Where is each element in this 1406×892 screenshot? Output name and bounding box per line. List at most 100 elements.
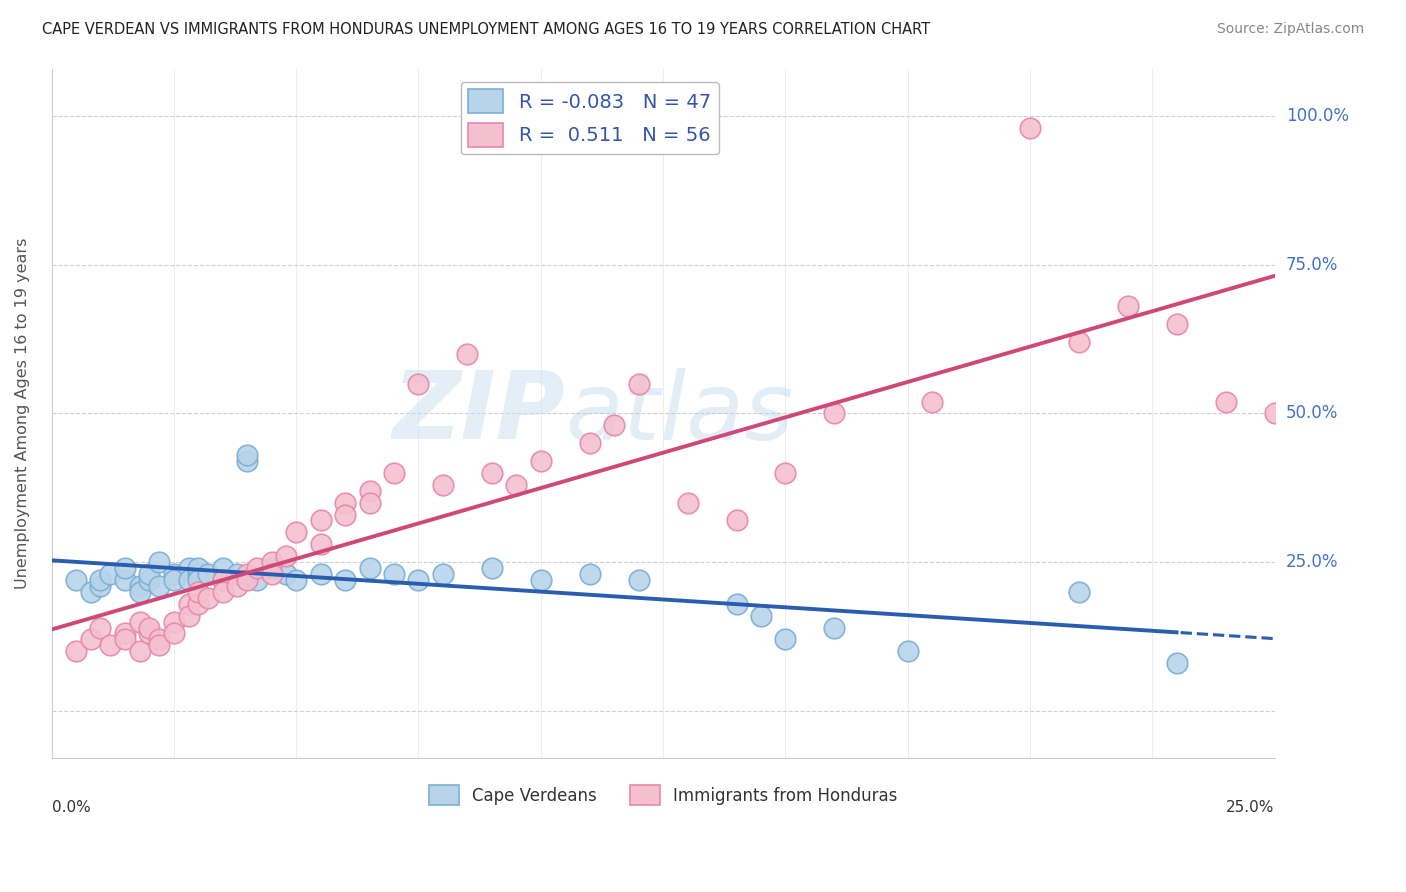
Point bbox=[187, 561, 209, 575]
Point bbox=[481, 561, 503, 575]
Point bbox=[578, 566, 600, 581]
Point bbox=[163, 573, 186, 587]
Point bbox=[1067, 334, 1090, 349]
Point bbox=[627, 376, 650, 391]
Point bbox=[359, 495, 381, 509]
Text: 75.0%: 75.0% bbox=[1286, 256, 1339, 274]
Point bbox=[725, 513, 748, 527]
Point bbox=[226, 566, 249, 581]
Point bbox=[148, 632, 170, 647]
Point bbox=[603, 418, 626, 433]
Point bbox=[627, 573, 650, 587]
Point bbox=[432, 566, 454, 581]
Point bbox=[163, 615, 186, 629]
Point bbox=[309, 566, 332, 581]
Point bbox=[823, 620, 845, 634]
Point bbox=[505, 477, 527, 491]
Point bbox=[138, 620, 160, 634]
Point bbox=[333, 573, 356, 587]
Text: Source: ZipAtlas.com: Source: ZipAtlas.com bbox=[1216, 22, 1364, 37]
Point bbox=[1116, 299, 1139, 313]
Point bbox=[333, 508, 356, 522]
Point bbox=[246, 561, 269, 575]
Point bbox=[823, 406, 845, 420]
Point bbox=[79, 584, 101, 599]
Point bbox=[177, 597, 200, 611]
Point bbox=[89, 579, 111, 593]
Point bbox=[1166, 656, 1188, 670]
Text: 50.0%: 50.0% bbox=[1286, 404, 1339, 423]
Point bbox=[187, 573, 209, 587]
Text: CAPE VERDEAN VS IMMIGRANTS FROM HONDURAS UNEMPLOYMENT AMONG AGES 16 TO 19 YEARS : CAPE VERDEAN VS IMMIGRANTS FROM HONDURAS… bbox=[42, 22, 931, 37]
Point bbox=[138, 573, 160, 587]
Point bbox=[481, 466, 503, 480]
Point bbox=[114, 561, 136, 575]
Point bbox=[260, 566, 283, 581]
Point bbox=[530, 454, 553, 468]
Point bbox=[128, 644, 150, 658]
Point bbox=[114, 573, 136, 587]
Point bbox=[128, 615, 150, 629]
Legend: Cape Verdeans, Immigrants from Honduras: Cape Verdeans, Immigrants from Honduras bbox=[422, 779, 904, 812]
Text: 0.0%: 0.0% bbox=[52, 800, 90, 814]
Point bbox=[775, 466, 797, 480]
Point bbox=[1067, 584, 1090, 599]
Text: ZIP: ZIP bbox=[392, 368, 565, 459]
Point bbox=[163, 626, 186, 640]
Point bbox=[211, 561, 233, 575]
Point bbox=[285, 525, 308, 540]
Point bbox=[128, 584, 150, 599]
Point bbox=[246, 573, 269, 587]
Point bbox=[197, 591, 219, 605]
Point bbox=[138, 566, 160, 581]
Point bbox=[211, 573, 233, 587]
Point bbox=[236, 448, 259, 462]
Point bbox=[285, 573, 308, 587]
Point bbox=[114, 626, 136, 640]
Point bbox=[177, 573, 200, 587]
Point bbox=[276, 549, 298, 563]
Point bbox=[897, 644, 920, 658]
Point bbox=[309, 537, 332, 551]
Point bbox=[89, 573, 111, 587]
Y-axis label: Unemployment Among Ages 16 to 19 years: Unemployment Among Ages 16 to 19 years bbox=[15, 238, 30, 589]
Point bbox=[408, 376, 430, 391]
Point bbox=[148, 579, 170, 593]
Point bbox=[456, 347, 478, 361]
Point bbox=[260, 555, 283, 569]
Point bbox=[236, 566, 259, 581]
Point bbox=[177, 608, 200, 623]
Point bbox=[177, 561, 200, 575]
Text: 25.0%: 25.0% bbox=[1226, 800, 1275, 814]
Point bbox=[359, 561, 381, 575]
Text: 100.0%: 100.0% bbox=[1286, 107, 1348, 125]
Point bbox=[382, 566, 405, 581]
Point bbox=[89, 620, 111, 634]
Point bbox=[408, 573, 430, 587]
Point bbox=[187, 584, 209, 599]
Point bbox=[148, 638, 170, 652]
Point bbox=[98, 566, 121, 581]
Point bbox=[333, 495, 356, 509]
Point bbox=[1019, 120, 1042, 135]
Point bbox=[578, 436, 600, 450]
Point bbox=[1166, 317, 1188, 331]
Text: atlas: atlas bbox=[565, 368, 793, 459]
Point bbox=[260, 561, 283, 575]
Point bbox=[187, 597, 209, 611]
Point bbox=[211, 573, 233, 587]
Point bbox=[749, 608, 772, 623]
Point bbox=[148, 555, 170, 569]
Point bbox=[725, 597, 748, 611]
Point bbox=[128, 579, 150, 593]
Point bbox=[226, 579, 249, 593]
Point bbox=[236, 454, 259, 468]
Point bbox=[197, 566, 219, 581]
Point bbox=[65, 644, 87, 658]
Point bbox=[187, 566, 209, 581]
Point bbox=[1264, 406, 1286, 420]
Point bbox=[530, 573, 553, 587]
Point bbox=[236, 573, 259, 587]
Point bbox=[98, 638, 121, 652]
Point bbox=[432, 477, 454, 491]
